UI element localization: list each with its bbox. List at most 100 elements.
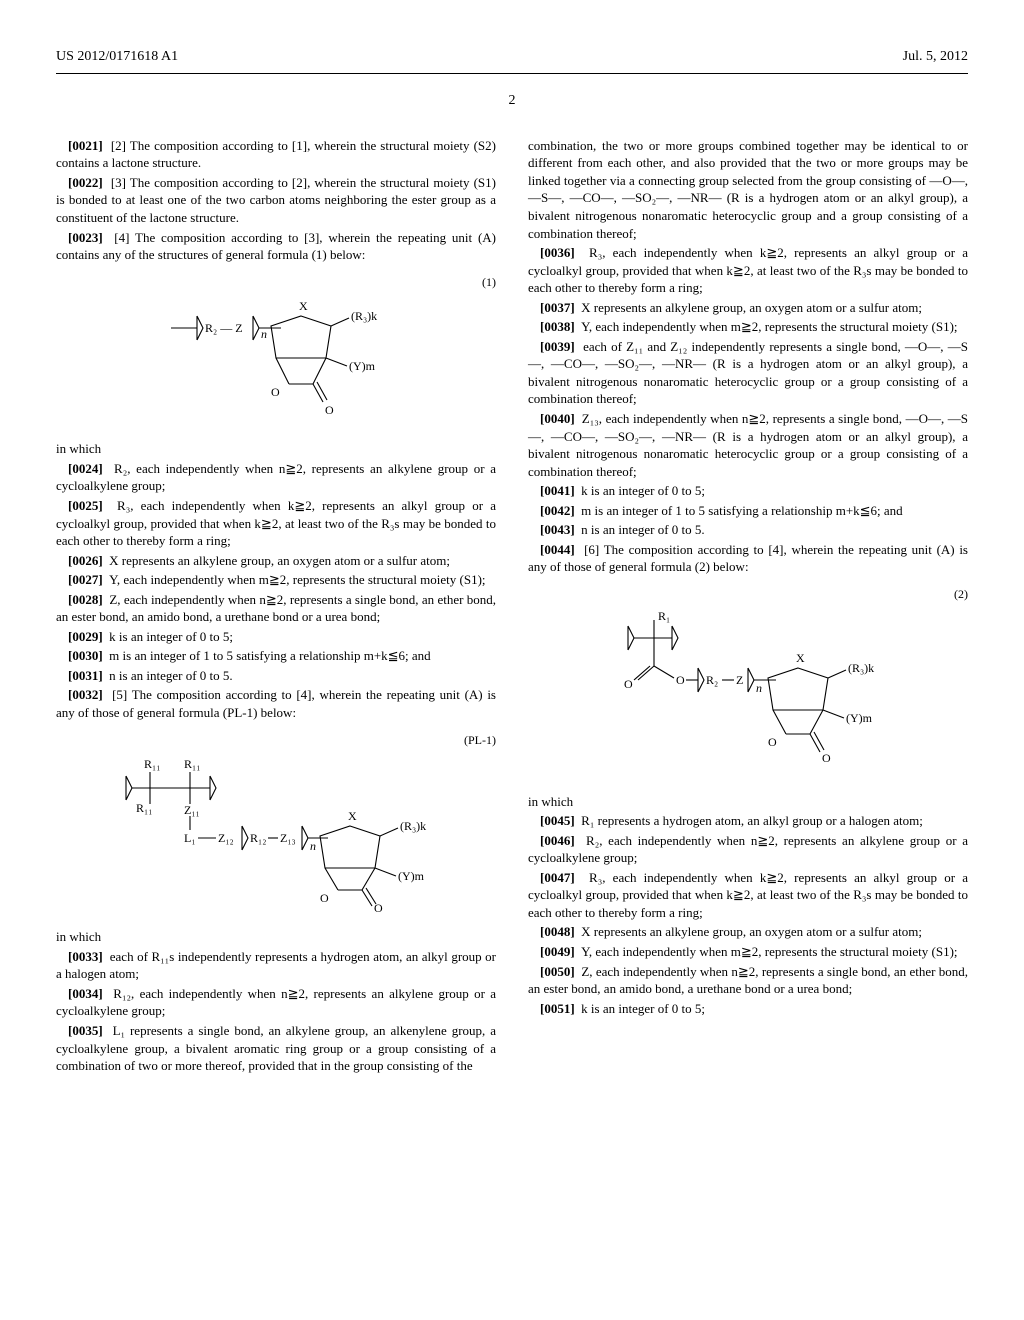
paragraph: [0049] Y, each independently when m≧2, r…	[528, 943, 968, 961]
para-num: [0038]	[540, 319, 575, 334]
paragraph: [0031] n is an integer of 0 to 5.	[56, 667, 496, 685]
para-text: X represents an alkylene group, an oxyge…	[581, 924, 922, 939]
paragraph: [0025] R₃, each independently when k≧2, …	[56, 497, 496, 550]
pub-date: Jul. 5, 2012	[903, 48, 968, 67]
struct-label: O	[822, 751, 831, 765]
struct-label: n	[756, 681, 762, 695]
in-which: in which	[528, 793, 968, 811]
page-header: US 2012/0171618 A1 Jul. 5, 2012	[56, 48, 968, 67]
para-num: [0036]	[540, 245, 575, 260]
para-text: m is an integer of 1 to 5 satisfying a r…	[581, 503, 903, 518]
struct-label: O	[624, 677, 633, 691]
struct-label: Z	[736, 673, 743, 687]
para-num: [0050]	[540, 964, 575, 979]
para-num: [0040]	[540, 411, 575, 426]
para-num: [0041]	[540, 483, 575, 498]
paragraph: [0051] k is an integer of 0 to 5;	[528, 1000, 968, 1018]
paragraph: [0043] n is an integer of 0 to 5.	[528, 521, 968, 539]
para-num: [0021]	[68, 138, 103, 153]
para-text: k is an integer of 0 to 5;	[109, 629, 233, 644]
para-text: k is an integer of 0 to 5;	[581, 1001, 705, 1016]
para-num: [0031]	[68, 668, 103, 683]
para-text: n is an integer of 0 to 5.	[109, 668, 232, 683]
para-text: Z₁₃, each independently when n≧2, repres…	[528, 411, 968, 479]
chemical-structure-1: R₂ — Z n X (R₃)k (Y)m O	[56, 296, 496, 431]
para-text: each of R₁₁s independently represents a …	[56, 949, 496, 982]
para-num: [0048]	[540, 924, 575, 939]
para-text: Z, each independently when n≧2, represen…	[56, 592, 496, 625]
paragraph: [0022] [3] The composition according to …	[56, 174, 496, 227]
struct-label: (R₃)k	[351, 309, 377, 323]
struct-label: O	[768, 735, 777, 749]
para-num: [0049]	[540, 944, 575, 959]
para-num: [0026]	[68, 553, 103, 568]
paragraph: [0050] Z, each independently when n≧2, r…	[528, 963, 968, 998]
left-column: [0021] [2] The composition according to …	[56, 137, 496, 1077]
para-text: R₃, each independently when k≧2, represe…	[528, 870, 968, 920]
paragraph: [0047] R₃, each independently when k≧2, …	[528, 869, 968, 922]
para-num: [0022]	[68, 175, 103, 190]
formula-label: (2)	[528, 586, 968, 602]
para-text: Z, each independently when n≧2, represen…	[528, 964, 968, 997]
para-num: [0042]	[540, 503, 575, 518]
paragraph: [0033] each of R₁₁s independently repres…	[56, 948, 496, 983]
struct-label: O	[320, 891, 329, 905]
struct-label: R₁₁	[184, 757, 200, 771]
struct-label: X	[299, 299, 308, 313]
paragraph: [0029] k is an integer of 0 to 5;	[56, 628, 496, 646]
paragraph: [0037] X represents an alkylene group, a…	[528, 299, 968, 317]
para-num: [0032]	[68, 687, 103, 702]
struct-label: X	[348, 809, 357, 823]
struct-label: (R₃)k	[400, 819, 426, 833]
para-num: [0025]	[68, 498, 103, 513]
para-num: [0044]	[540, 542, 575, 557]
para-num: [0030]	[68, 648, 103, 663]
struct-label: O	[374, 901, 383, 914]
pub-number: US 2012/0171618 A1	[56, 48, 178, 67]
paragraph: [0042] m is an integer of 1 to 5 satisfy…	[528, 502, 968, 520]
paragraph: [0030] m is an integer of 1 to 5 satisfy…	[56, 647, 496, 665]
formula-label: (PL-1)	[56, 732, 496, 748]
in-which: in which	[56, 928, 496, 946]
para-num: [0037]	[540, 300, 575, 315]
para-text: R₂, each independently when n≧2, represe…	[528, 833, 968, 866]
paragraph: [0021] [2] The composition according to …	[56, 137, 496, 172]
struct-label: Z₁₃	[280, 831, 296, 845]
para-text: n is an integer of 0 to 5.	[581, 522, 704, 537]
paragraph: [0034] R₁₂, each independently when n≧2,…	[56, 985, 496, 1020]
para-num: [0028]	[68, 592, 103, 607]
para-text: X represents an alkylene group, an oxyge…	[581, 300, 922, 315]
formula-label: (1)	[56, 274, 496, 290]
struct-label: O	[676, 673, 685, 687]
para-num: [0043]	[540, 522, 575, 537]
struct-label: R₂	[706, 673, 718, 687]
paragraph: [0027] Y, each independently when m≧2, r…	[56, 571, 496, 589]
header-rule	[56, 73, 968, 74]
paragraph: [0039] each of Z₁₁ and Z₁₂ independently…	[528, 338, 968, 408]
para-num: [0023]	[68, 230, 103, 245]
para-num: [0051]	[540, 1001, 575, 1016]
struct-label: R₁	[658, 609, 670, 623]
para-num: [0039]	[540, 339, 575, 354]
struct-label: (R₃)k	[848, 661, 874, 675]
paragraph: [0048] X represents an alkylene group, a…	[528, 923, 968, 941]
para-num: [0029]	[68, 629, 103, 644]
two-column-body: [0021] [2] The composition according to …	[56, 137, 968, 1077]
para-text: R₃, each independently when k≧2, represe…	[56, 498, 496, 548]
struct-label: (Y)m	[846, 711, 873, 725]
paragraph: [0045] R₁ represents a hydrogen atom, an…	[528, 812, 968, 830]
chemical-structure-2: R₁ O O R₂ Z n	[528, 608, 968, 783]
paragraph: [0023] [4] The composition according to …	[56, 229, 496, 264]
para-text: Y, each independently when m≧2, represen…	[581, 944, 957, 959]
para-text: [6] The composition according to [4], wh…	[528, 542, 968, 575]
paragraph: [0032] [5] The composition according to …	[56, 686, 496, 721]
struct-label: R₁₂	[250, 831, 266, 845]
para-num: [0024]	[68, 461, 103, 476]
para-num: [0034]	[68, 986, 103, 1001]
para-text: [5] The composition according to [4], wh…	[56, 687, 496, 720]
para-text: k is an integer of 0 to 5;	[581, 483, 705, 498]
struct-label: R₁₁	[144, 757, 160, 771]
struct-label: O	[271, 385, 280, 399]
struct-label: (Y)m	[349, 359, 376, 373]
paragraph: [0044] [6] The composition according to …	[528, 541, 968, 576]
